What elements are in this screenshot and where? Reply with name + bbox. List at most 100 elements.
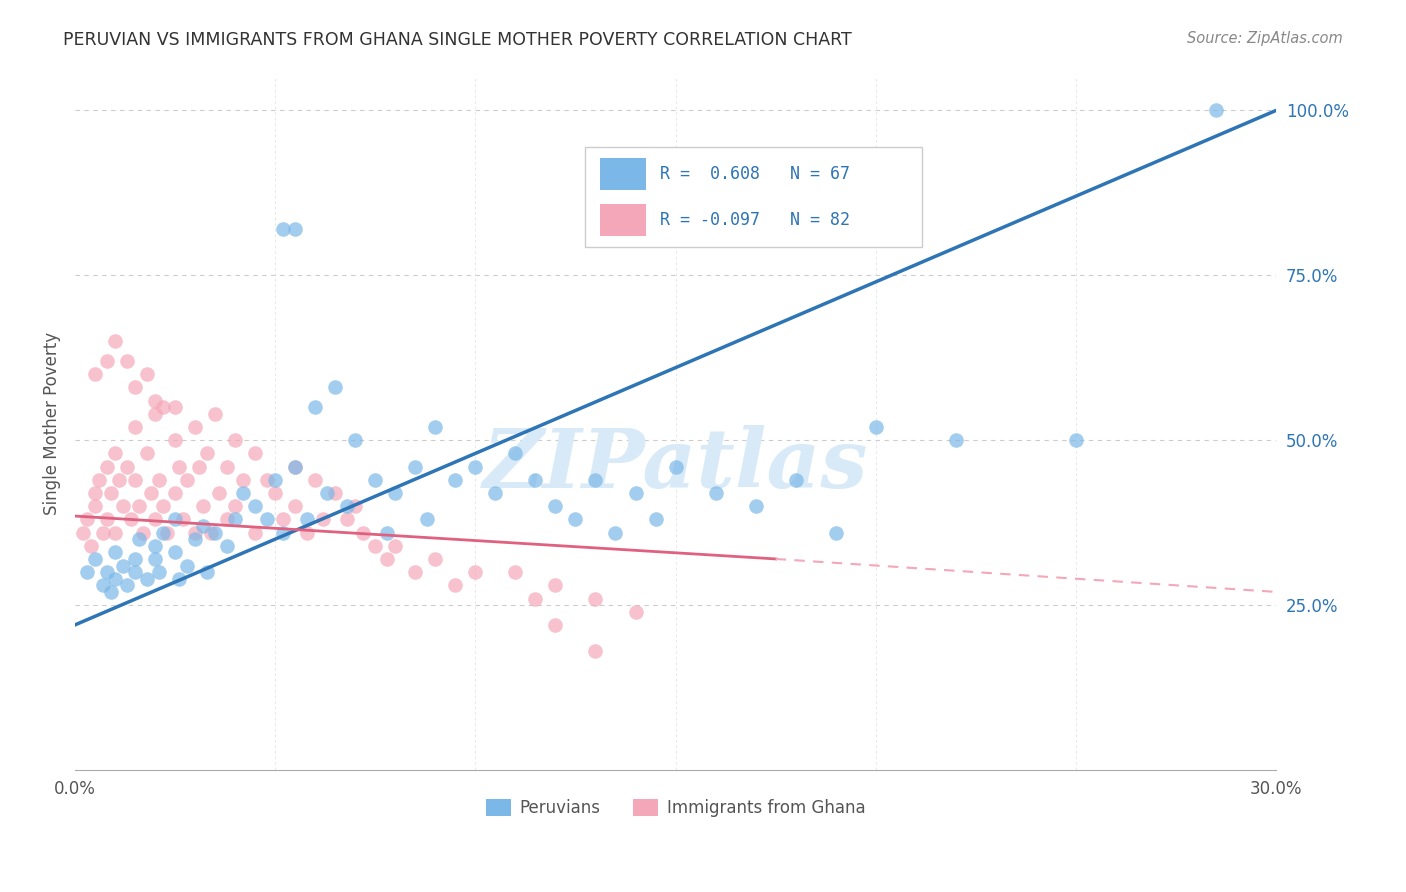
Point — [165, 401, 187, 415]
Point — [124, 380, 146, 394]
Point — [124, 473, 146, 487]
Point — [416, 512, 439, 526]
Point — [484, 486, 506, 500]
Point — [84, 486, 107, 500]
Point — [271, 222, 294, 236]
Point — [404, 459, 426, 474]
Point — [184, 532, 207, 546]
Point — [76, 565, 98, 579]
Point — [176, 558, 198, 573]
Point — [232, 486, 254, 500]
Point — [444, 473, 467, 487]
FancyBboxPatch shape — [600, 204, 645, 236]
Point — [1064, 434, 1087, 448]
FancyBboxPatch shape — [585, 146, 922, 247]
Point — [264, 486, 287, 500]
Point — [544, 618, 567, 632]
Point — [204, 525, 226, 540]
Point — [344, 499, 367, 513]
Y-axis label: Single Mother Poverty: Single Mother Poverty — [44, 332, 60, 516]
Point — [364, 539, 387, 553]
Point — [208, 486, 231, 500]
Point — [505, 446, 527, 460]
Point — [165, 545, 187, 559]
Point — [271, 512, 294, 526]
Point — [304, 473, 326, 487]
Point — [217, 512, 239, 526]
Point — [824, 525, 846, 540]
Point — [544, 578, 567, 592]
Point — [115, 459, 138, 474]
Point — [165, 486, 187, 500]
Point — [336, 499, 359, 513]
Point — [217, 459, 239, 474]
Text: PERUVIAN VS IMMIGRANTS FROM GHANA SINGLE MOTHER POVERTY CORRELATION CHART: PERUVIAN VS IMMIGRANTS FROM GHANA SINGLE… — [63, 31, 852, 49]
FancyBboxPatch shape — [600, 158, 645, 190]
Point — [167, 572, 190, 586]
Point — [375, 552, 398, 566]
Point — [664, 459, 686, 474]
Point — [256, 473, 278, 487]
Point — [91, 525, 114, 540]
Point — [352, 525, 374, 540]
Point — [84, 499, 107, 513]
Point — [316, 486, 339, 500]
Point — [364, 473, 387, 487]
Point — [243, 525, 266, 540]
Point — [624, 605, 647, 619]
Point — [384, 486, 406, 500]
Point — [128, 532, 150, 546]
Point — [232, 473, 254, 487]
Point — [945, 434, 967, 448]
Point — [195, 565, 218, 579]
Point — [136, 368, 159, 382]
Point — [224, 512, 246, 526]
Point — [139, 486, 162, 500]
Point — [80, 539, 103, 553]
Point — [404, 565, 426, 579]
Point — [124, 552, 146, 566]
Point — [176, 473, 198, 487]
Point — [152, 499, 174, 513]
Point — [143, 552, 166, 566]
Point — [384, 539, 406, 553]
Point — [224, 434, 246, 448]
Point — [284, 499, 307, 513]
Point — [184, 420, 207, 434]
Point — [112, 499, 135, 513]
Point — [585, 591, 607, 606]
Point — [104, 334, 127, 349]
Point — [217, 539, 239, 553]
Point — [152, 525, 174, 540]
Point — [243, 446, 266, 460]
Point — [115, 354, 138, 368]
Point — [264, 473, 287, 487]
Point — [72, 525, 94, 540]
Point — [104, 572, 127, 586]
Point — [96, 512, 118, 526]
Point — [195, 446, 218, 460]
Point — [165, 512, 187, 526]
Point — [312, 512, 335, 526]
Point — [323, 486, 346, 500]
Point — [108, 473, 131, 487]
Point — [76, 512, 98, 526]
Point — [865, 420, 887, 434]
Point — [148, 473, 170, 487]
Point — [100, 585, 122, 599]
Point — [191, 499, 214, 513]
Point — [624, 486, 647, 500]
Legend: Peruvians, Immigrants from Ghana: Peruvians, Immigrants from Ghana — [479, 792, 872, 824]
Point — [464, 565, 486, 579]
Point — [375, 525, 398, 540]
Point — [505, 565, 527, 579]
Point — [444, 578, 467, 592]
Point — [323, 380, 346, 394]
Point — [271, 525, 294, 540]
Point — [100, 486, 122, 500]
Point — [104, 525, 127, 540]
Point — [297, 525, 319, 540]
Point — [136, 446, 159, 460]
Point — [200, 525, 222, 540]
Point — [297, 512, 319, 526]
